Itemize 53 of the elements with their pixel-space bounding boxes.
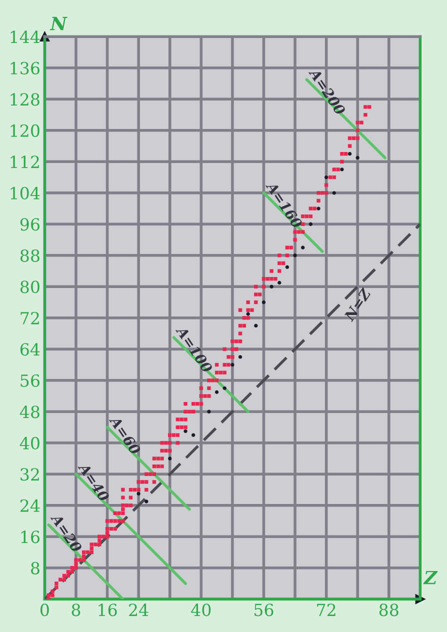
y-tick-label: 40 (20, 436, 40, 450)
y-tick-label: 144 (10, 30, 40, 43)
y-tick-label: 24 (20, 499, 40, 512)
x-tick-label: 40 (191, 604, 211, 616)
x-tick-label: 56 (254, 604, 274, 616)
y-tick-label: 16 (21, 530, 40, 544)
point (191, 433, 196, 437)
point (356, 156, 360, 160)
y-tick-label: 136 (10, 62, 40, 74)
y-tick-label: 88 (20, 249, 40, 262)
y-tick-label: 32 (20, 468, 39, 481)
point (214, 390, 219, 394)
y-tick-label: 48 (20, 406, 40, 418)
x-tick-label: 8 (72, 604, 80, 616)
point (222, 386, 226, 390)
point (238, 355, 242, 359)
point (168, 456, 172, 460)
y-tick-label: 96 (20, 218, 40, 231)
point (332, 191, 336, 195)
point (324, 175, 328, 180)
point (262, 300, 266, 304)
y-axis-title: N (50, 16, 68, 30)
x-axis-title: Z (423, 570, 438, 584)
point (348, 152, 352, 156)
point (285, 265, 290, 269)
x-tick-label: 88 (379, 604, 398, 616)
point (316, 206, 320, 210)
y-tick-label: 120 (10, 124, 40, 137)
y-tick-label: 112 (10, 156, 39, 168)
point (230, 362, 234, 367)
y-tick-label: 72 (20, 312, 39, 324)
point (293, 254, 297, 258)
point (301, 246, 305, 250)
point (144, 500, 148, 504)
point (246, 312, 250, 316)
x-tick-label: 0 (40, 604, 49, 616)
point (136, 492, 140, 496)
point (254, 324, 258, 328)
y-tick-label: 104 (10, 186, 40, 200)
point (278, 280, 282, 285)
point (308, 222, 313, 226)
x-tick-label: 16 (98, 604, 117, 616)
point (270, 284, 274, 288)
x-tick-label: 24 (129, 604, 148, 616)
point (207, 410, 211, 414)
y-tick-label: 64 (20, 343, 40, 356)
point (340, 168, 344, 172)
y-tick-label: 128 (10, 93, 40, 106)
y-tick-label: 8 (31, 562, 40, 574)
point (184, 429, 188, 434)
y-tick-label: 80 (20, 280, 40, 294)
x-tick-label: 72 (317, 604, 336, 616)
y-tick-label: 56 (20, 374, 40, 387)
